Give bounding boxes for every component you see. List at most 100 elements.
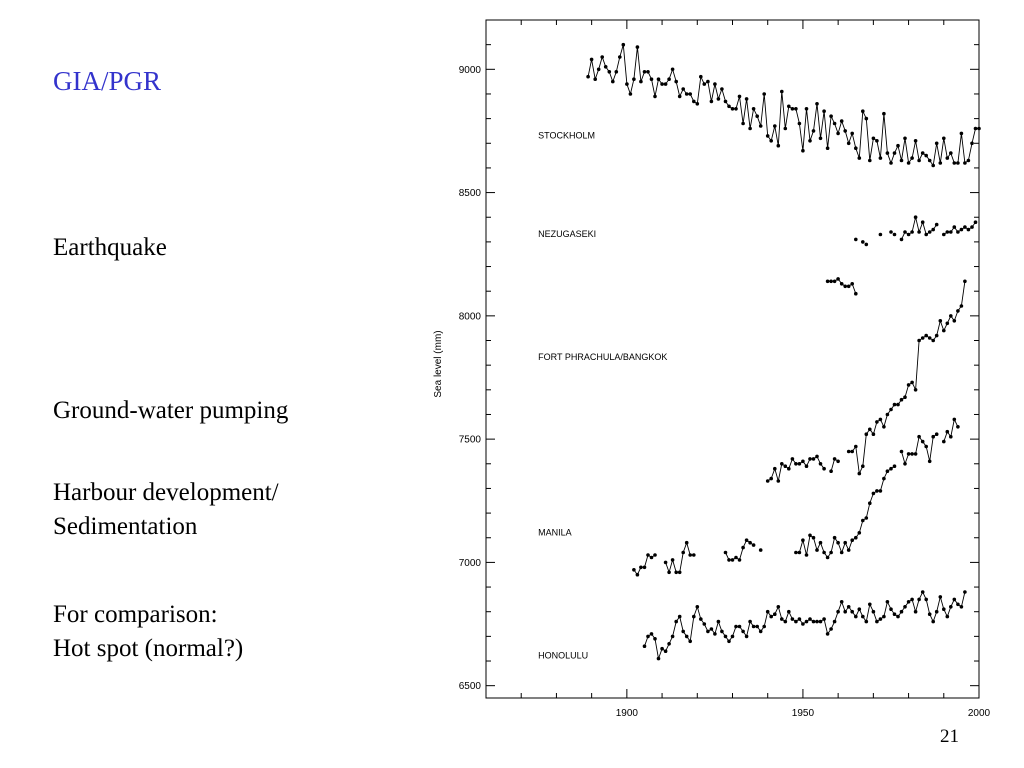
data-point	[751, 624, 756, 629]
data-point	[723, 99, 728, 104]
data-point	[741, 629, 745, 634]
data-point	[660, 82, 664, 86]
data-point	[850, 282, 854, 286]
data-point	[639, 565, 643, 570]
data-point	[931, 434, 935, 439]
data-point	[878, 617, 883, 621]
data-point	[801, 148, 805, 153]
data-point	[642, 644, 647, 648]
data-point	[885, 412, 890, 417]
data-point	[695, 605, 700, 609]
data-point	[787, 466, 791, 471]
data-point	[780, 89, 784, 94]
cause-groundwater-pumping: Ground-water pumping	[53, 397, 289, 424]
data-point	[607, 70, 612, 74]
data-point	[780, 462, 784, 466]
data-point	[956, 161, 960, 165]
data-point	[966, 227, 971, 232]
data-point	[681, 629, 685, 634]
series-line	[665, 541, 694, 574]
data-point	[864, 619, 869, 624]
data-point	[762, 92, 766, 96]
data-point	[653, 94, 657, 99]
data-point	[839, 550, 844, 555]
data-point	[720, 629, 724, 634]
data-point	[773, 466, 777, 471]
data-point	[755, 114, 759, 118]
data-point	[688, 92, 692, 96]
data-point	[822, 109, 826, 113]
data-point	[815, 102, 819, 106]
data-point	[836, 131, 840, 136]
data-point	[822, 550, 826, 555]
data-point	[854, 237, 858, 242]
data-point	[769, 139, 773, 143]
data-point	[776, 143, 781, 148]
data-point	[885, 151, 890, 155]
data-point	[762, 624, 766, 629]
data-point	[868, 158, 872, 163]
data-point	[748, 619, 752, 624]
data-point	[889, 466, 893, 471]
data-point	[692, 99, 696, 104]
data-point	[882, 476, 886, 481]
y-tick-label: 6500	[459, 681, 482, 692]
data-point	[815, 619, 819, 624]
data-point	[699, 617, 703, 621]
data-point	[727, 104, 731, 109]
data-point	[927, 158, 932, 163]
data-point	[632, 77, 636, 81]
series-label: MANILA	[538, 527, 572, 537]
data-point	[864, 516, 869, 520]
data-point	[663, 82, 668, 86]
data-point	[706, 629, 710, 634]
data-point	[917, 158, 921, 163]
data-point	[674, 570, 678, 575]
series-label: FORT PHRACHULA/BANGKOK	[538, 352, 667, 362]
data-point	[934, 432, 939, 437]
data-point	[829, 114, 833, 118]
data-point	[843, 540, 847, 545]
data-point	[910, 597, 914, 602]
data-point	[758, 124, 763, 128]
data-point	[734, 624, 738, 629]
data-point	[815, 548, 819, 552]
data-point	[906, 383, 911, 387]
data-point	[970, 225, 974, 229]
data-point	[903, 136, 907, 141]
data-point	[737, 558, 742, 562]
data-point	[611, 79, 615, 84]
data-point	[963, 590, 967, 594]
data-point	[906, 600, 911, 604]
data-point	[871, 609, 876, 614]
series-container: STOCKHOLM NEZUGASEKI FORT PHRACHULA/BANGKO…	[538, 42, 981, 661]
x-tick-label: 1950	[792, 708, 815, 719]
data-point	[832, 619, 837, 624]
data-point	[794, 462, 798, 466]
data-point	[963, 161, 967, 165]
data-point	[723, 550, 728, 555]
data-point	[861, 109, 865, 113]
data-point	[758, 629, 763, 634]
series-line	[587, 44, 979, 167]
data-point	[797, 462, 802, 466]
data-point	[931, 163, 935, 168]
data-point	[868, 602, 872, 607]
cause-comparison-line1: For comparison:	[53, 601, 218, 628]
data-point	[906, 452, 911, 456]
data-point	[913, 215, 918, 219]
y-tick-label: 8000	[459, 311, 482, 322]
data-point	[861, 614, 865, 619]
data-point	[670, 558, 675, 562]
data-point	[934, 222, 939, 227]
data-point	[945, 230, 950, 234]
data-point	[956, 230, 960, 234]
data-point	[913, 609, 918, 614]
data-point	[850, 609, 854, 614]
cause-comparison-line2: Hot spot (normal?)	[53, 635, 244, 662]
data-point	[829, 550, 833, 555]
data-point	[818, 462, 823, 466]
axis-ticks: 1900 1950 2000 6500 7000 7500 8000 8500 9000	[459, 20, 991, 719]
data-point	[674, 79, 678, 84]
data-point	[751, 107, 756, 111]
